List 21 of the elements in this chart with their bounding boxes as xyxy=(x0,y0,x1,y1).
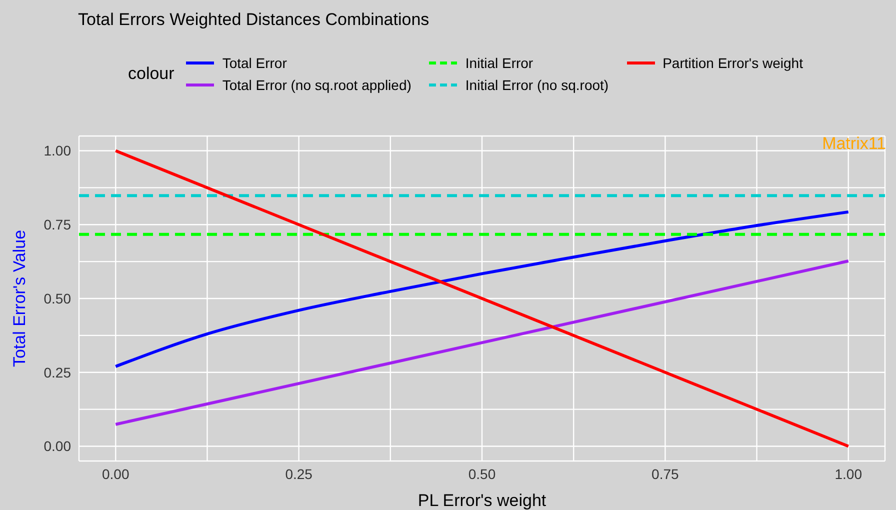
chart-title: Total Errors Weighted Distances Combinations xyxy=(78,10,430,30)
y-tick-label: 0.75 xyxy=(44,216,72,233)
y-tick-label: 0.00 xyxy=(44,438,72,454)
x-tick-label: 0.50 xyxy=(468,466,496,482)
y-tick-label: 0.50 xyxy=(44,290,72,306)
line-series xyxy=(114,210,850,368)
x-tick-label: 0.00 xyxy=(102,466,130,482)
x-tick-label: 1.00 xyxy=(834,466,862,482)
legend-title: colour xyxy=(128,64,174,84)
legend-label: Initial Error xyxy=(465,55,534,71)
x-tick-label: 0.25 xyxy=(285,466,313,482)
x-tick-label: 0.75 xyxy=(652,466,680,482)
x-axis-title: PL Error's weight xyxy=(418,491,546,510)
legend-label: Total Error (no sq.root applied) xyxy=(222,77,412,93)
annotation: Matrix11 xyxy=(822,134,886,154)
y-tick-label: 1.00 xyxy=(44,142,72,159)
y-axis-title: Total Error's Value xyxy=(10,230,30,368)
legend-label: Partition Error's weight xyxy=(662,55,803,71)
legend-label: Initial Error (no sq.root) xyxy=(465,77,609,93)
y-tick-label: 0.25 xyxy=(44,364,72,380)
legend-label: Total Error xyxy=(222,55,287,71)
